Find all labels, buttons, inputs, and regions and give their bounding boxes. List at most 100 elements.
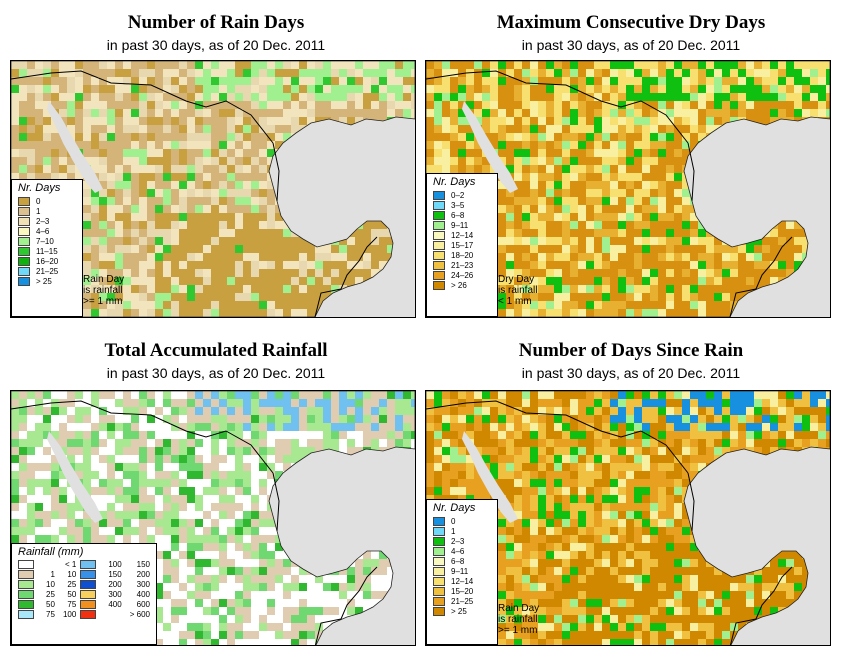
note-line: >= 1 mm	[498, 625, 538, 636]
country-border	[729, 236, 793, 317]
legend-title: Nr. Days	[18, 182, 61, 194]
legend-entry: 0	[12, 196, 82, 206]
legend-swatch	[80, 580, 97, 589]
legend-swatch	[433, 220, 445, 230]
panel-subtitle: in past 30 days, as of 20 Dec. 2011	[521, 365, 741, 381]
country-border	[687, 142, 695, 202]
legend-swatch	[18, 276, 30, 286]
legend-swatch	[18, 216, 30, 226]
legend-label: 1	[451, 526, 456, 536]
legend-range-low: 25	[46, 590, 55, 599]
coastline	[426, 61, 830, 317]
legend-label: 18–20	[451, 250, 474, 260]
legend-range-high: 300	[136, 580, 150, 589]
panel-subtitle: in past 30 days, as of 20 Dec. 2011	[106, 365, 326, 381]
note-line: < 1 mm	[498, 296, 532, 307]
legend-entry: 1	[12, 206, 82, 216]
legend-range-high: < 1	[64, 560, 77, 569]
legend-entry: 12–14	[427, 230, 497, 240]
legend-title: Nr. Days	[433, 176, 476, 188]
legend-swatch	[433, 566, 445, 576]
legend-swatch	[433, 260, 445, 270]
panel-subtitle: in past 30 days, as of 20 Dec. 2011	[106, 37, 326, 53]
legend-entry: 1	[427, 526, 497, 536]
days-since-rain-map: Nr. Days 0 1 2–3 4–6 6–8 9–11 12–14 15–20 21–25 >…	[425, 390, 831, 646]
legend-entry: 16–20	[12, 256, 82, 266]
legend-range-high: 150	[136, 560, 150, 569]
definition-note: Dry Day is rainfall < 1 mm	[498, 274, 537, 307]
legend-label: 4–6	[451, 546, 465, 556]
legend-range-low	[42, 560, 55, 569]
legend-entry: 4–6	[427, 546, 497, 556]
legend-swatch	[433, 526, 445, 536]
legend-entry: > 25	[12, 276, 82, 286]
panel-title: Total Accumulated Rainfall	[104, 340, 328, 361]
panel-dry-days: Maximum Consecutive Dry Days in past 30 …	[425, 0, 837, 330]
country-border	[314, 566, 378, 645]
legend-label: 2–3	[36, 216, 50, 226]
legend-swatch	[433, 210, 445, 220]
legend-title: Nr. Days	[433, 502, 476, 514]
legend-label: > 25	[451, 606, 467, 616]
legend-label: 7–10	[36, 236, 54, 246]
legend-entry: 7–10	[12, 236, 82, 246]
panel-days-since-rain: Number of Days Since Rain in past 30 day…	[425, 330, 837, 658]
definition-note: Rain Day is rainfall >= 1 mm	[83, 274, 124, 307]
legend-swatch	[433, 556, 445, 566]
legend-entry: 15–17	[427, 240, 497, 250]
legend-entry: 4–6	[12, 226, 82, 236]
note-line: Rain Day	[83, 274, 125, 285]
legend-swatch	[80, 610, 97, 619]
legend-swatch	[18, 590, 34, 599]
legend-title: Rainfall (mm)	[18, 546, 84, 558]
legend-label: 15–17	[451, 240, 474, 250]
country-border	[426, 70, 689, 144]
legend-label: 12–14	[451, 230, 474, 240]
legend-range-low: 200	[108, 580, 122, 589]
country-border	[272, 472, 280, 532]
legend-range-low: 10	[46, 580, 55, 589]
panel-title: Number of Days Since Rain	[518, 340, 744, 361]
legend-swatch	[80, 570, 97, 579]
country-border	[272, 142, 280, 202]
country-border	[314, 236, 378, 317]
country-border	[687, 472, 695, 532]
legend-label: 24–26	[451, 270, 474, 280]
legend-swatch	[433, 270, 445, 280]
legend-swatch	[18, 246, 30, 256]
legend-entry: 6–8	[427, 556, 497, 566]
legend-entry: 2–3	[427, 536, 497, 546]
legend-swatch	[18, 266, 30, 276]
legend-label: 2–3	[451, 536, 465, 546]
legend-entry: 21–25	[427, 596, 497, 606]
legend-entry: 12–14	[427, 576, 497, 586]
legend-label: 16–20	[36, 256, 59, 266]
legend-range-low: 400	[108, 600, 122, 609]
legend-swatch	[18, 600, 34, 609]
legend-range-high: 25	[67, 580, 77, 589]
legend-label: 15–20	[451, 586, 474, 596]
legend-swatch	[433, 230, 445, 240]
legend-range-high: 50	[67, 590, 77, 599]
legend-label: 3–5	[451, 200, 465, 210]
note-line: Rain Day	[498, 603, 540, 614]
dry-days-map: Nr. Days 0–2 3–5 6–8 9–11 12–14 15–17 18–20 21–…	[425, 60, 831, 318]
coastline	[426, 391, 830, 645]
legend-swatch	[433, 240, 445, 250]
legend-entry: > 25	[427, 606, 497, 616]
legend-swatch	[18, 226, 30, 236]
legend-range-low: 75	[46, 610, 55, 619]
legend-swatch	[433, 190, 445, 200]
note-line: is rainfall	[498, 285, 538, 296]
legend-label: 6–8	[451, 556, 465, 566]
legend-label: 11–15	[36, 246, 58, 256]
legend-label: 21–25	[36, 266, 59, 276]
legend-swatch	[18, 206, 30, 216]
panel-rain-days: Number of Rain Days in past 30 days, as …	[10, 0, 422, 330]
legend-swatch	[433, 250, 445, 260]
country-border	[11, 400, 274, 474]
legend-swatch	[433, 576, 445, 586]
legend-swatch	[80, 600, 97, 609]
legend-label: 6–8	[451, 210, 465, 220]
legend-swatch	[433, 606, 445, 616]
